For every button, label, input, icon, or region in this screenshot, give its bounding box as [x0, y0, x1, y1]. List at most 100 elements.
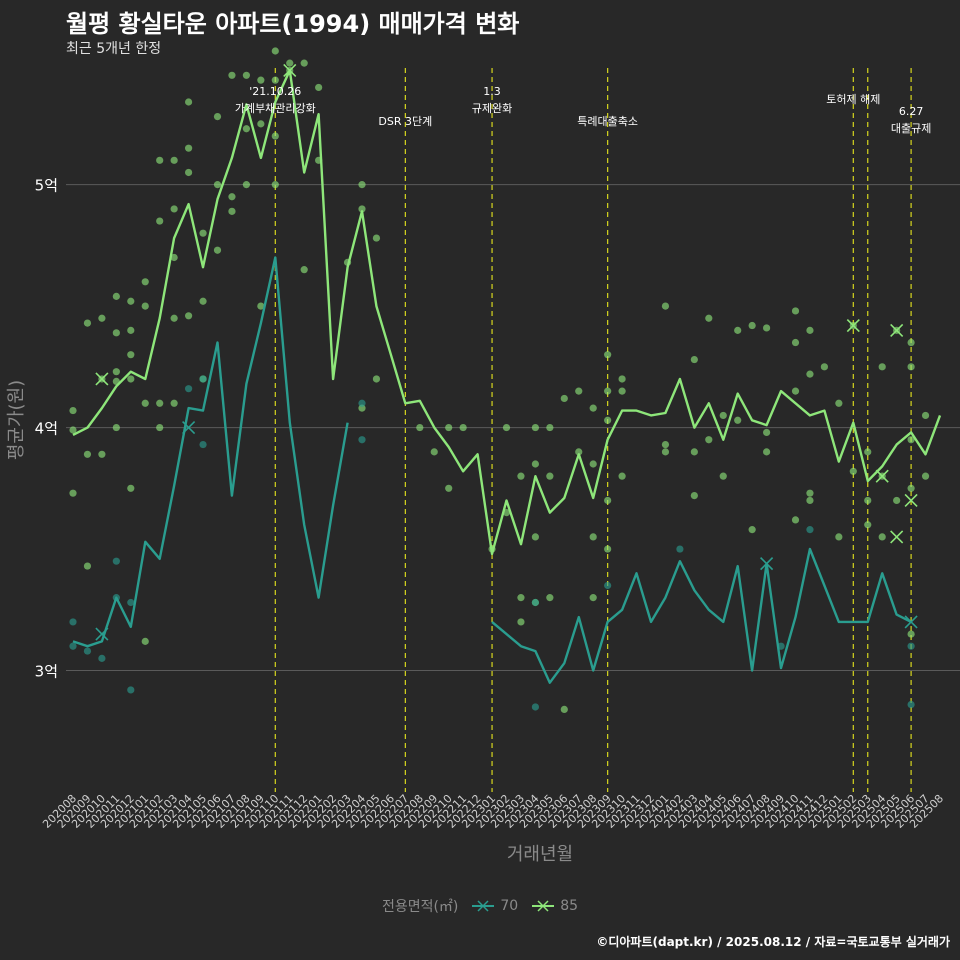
highlight-marker: [875, 469, 889, 483]
page-title: 월평 황실타운 아파트(1994) 매매가격 변화: [66, 10, 520, 38]
transaction-point: [199, 229, 207, 237]
transaction-point: [213, 181, 222, 189]
transaction-point: [83, 562, 92, 570]
legend-item-85: 85: [532, 898, 578, 914]
transaction-point: [820, 363, 829, 371]
transaction-point: [604, 545, 612, 553]
transaction-point: [763, 324, 771, 332]
transaction-point: [156, 399, 164, 407]
transaction-point: [213, 112, 222, 121]
transaction-point: [141, 278, 149, 286]
event-annotation: 특례대출축소: [577, 115, 638, 128]
transaction-point: [763, 448, 771, 456]
transaction-point: [98, 314, 106, 322]
transaction-point: [618, 387, 626, 395]
transaction-point: [257, 120, 265, 128]
transaction-point: [690, 448, 698, 456]
transaction-point: [358, 205, 366, 213]
transaction-point: [719, 411, 727, 420]
page-subtitle: 최근 5개년 한정: [66, 41, 162, 57]
transaction-point: [98, 654, 106, 662]
transaction-point: [546, 423, 554, 432]
highlight-marker: [904, 493, 918, 508]
transaction-point: [170, 205, 178, 213]
transaction-point: [719, 472, 727, 480]
transaction-point: [185, 385, 193, 393]
transaction-point: [604, 416, 612, 424]
highlight-marker: [890, 530, 904, 544]
transaction-point: [127, 484, 135, 492]
transaction-point: [893, 496, 901, 505]
transaction-point: [907, 700, 915, 709]
transaction-point: [156, 156, 164, 164]
transaction-point: [127, 351, 135, 359]
transaction-point: [69, 642, 77, 650]
transaction-point: [69, 489, 77, 497]
transaction-point: [690, 491, 698, 500]
event-annotation: 규제완화: [472, 102, 512, 115]
transaction-point: [112, 292, 120, 300]
transaction-point: [907, 436, 915, 444]
transaction-point: [806, 496, 814, 505]
transaction-point: [141, 637, 149, 645]
legend-item-70: 70: [472, 898, 518, 914]
transaction-points: [69, 47, 930, 713]
transaction-point: [156, 217, 164, 225]
transaction-point: [806, 370, 814, 378]
transaction-point: [257, 302, 265, 310]
transaction-point: [604, 351, 612, 359]
y-tick-label: 5억: [35, 177, 58, 195]
legend-key-70-icon: [472, 900, 495, 912]
transaction-point: [228, 71, 236, 79]
transaction-point: [849, 467, 857, 475]
event-annotation: 6.27: [899, 105, 924, 118]
event-annotation: 토허제 해제: [826, 92, 880, 106]
transaction-point: [170, 156, 178, 164]
transaction-point: [156, 423, 164, 432]
transaction-point: [589, 533, 597, 541]
transaction-point: [907, 484, 915, 492]
transaction-point: [127, 297, 135, 305]
transaction-point: [878, 533, 886, 541]
transaction-point: [199, 440, 207, 449]
transaction-point: [127, 686, 135, 694]
transaction-point: [618, 472, 626, 480]
transaction-point: [806, 489, 814, 497]
transaction-point: [791, 387, 800, 395]
transaction-point: [531, 460, 540, 468]
transaction-point: [271, 181, 279, 189]
transaction-point: [502, 423, 511, 432]
transaction-point: [459, 423, 467, 432]
legend-title: 전용면적(㎡): [381, 899, 459, 915]
transaction-point: [170, 314, 178, 322]
transaction-point: [560, 705, 568, 713]
transaction-point: [98, 450, 106, 458]
transaction-point: [661, 448, 670, 456]
transaction-point: [416, 423, 424, 432]
legend-label-85: 85: [560, 898, 579, 914]
transaction-point: [358, 399, 366, 407]
transaction-point: [864, 496, 872, 505]
transaction-point: [127, 326, 135, 334]
transaction-point: [575, 448, 583, 456]
transaction-point: [83, 647, 92, 655]
transaction-point: [878, 363, 886, 371]
transaction-point: [112, 423, 120, 432]
transaction-point: [286, 59, 294, 67]
transaction-point: [705, 436, 713, 444]
y-tick-label: 3억: [35, 663, 58, 681]
transaction-point: [213, 246, 222, 254]
transaction-point: [185, 98, 193, 106]
transaction-point: [271, 132, 279, 140]
series-line-85: [72, 69, 942, 556]
transaction-point: [705, 314, 713, 322]
transaction-point: [127, 375, 135, 383]
transaction-point: [199, 375, 207, 383]
transaction-point: [271, 47, 279, 55]
transaction-point: [835, 399, 843, 407]
highlight-marker: [182, 421, 196, 435]
transaction-point: [531, 703, 540, 711]
series-line-70: [72, 256, 912, 684]
event-annotation: 가계부채관리강화: [235, 102, 316, 115]
